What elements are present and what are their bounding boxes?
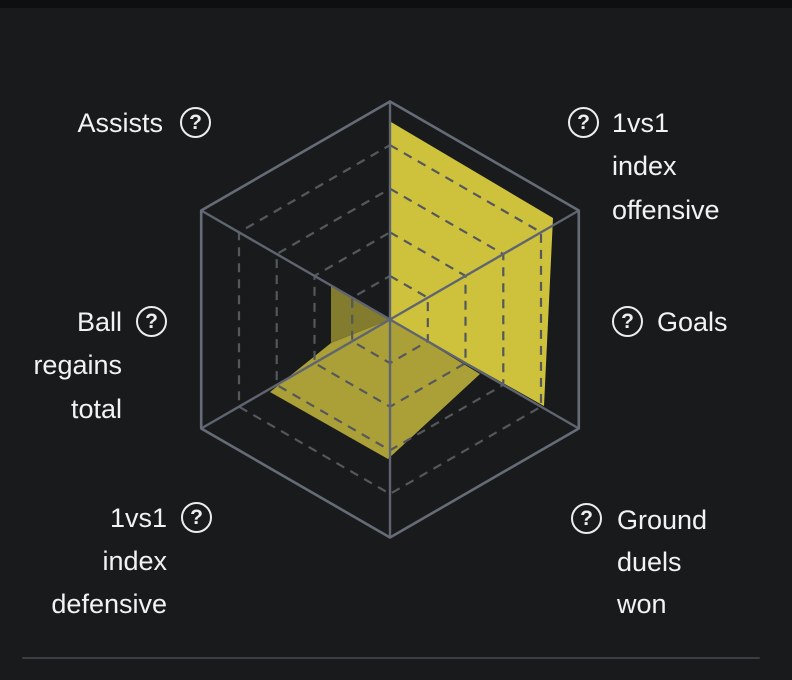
axis-label-assists: Assists bbox=[77, 108, 163, 138]
radar-spoke bbox=[389, 209, 580, 321]
axis-label-offensive-line1: 1vs1 bbox=[612, 108, 670, 138]
top-edge-band bbox=[0, 0, 792, 8]
axis-label-goals: Goals bbox=[657, 307, 728, 337]
help-icon-goals[interactable]: ? bbox=[612, 306, 643, 337]
axis-label-ball-line1: Ball bbox=[76, 307, 122, 337]
question-mark-glyph: ? bbox=[580, 507, 593, 530]
axis-label-ground-line1: Ground bbox=[617, 505, 708, 535]
radar-series-defensive-profile-upper-wedge bbox=[331, 286, 390, 343]
radar-series-defensive-profile bbox=[270, 319, 480, 459]
help-icon-assists[interactable]: ? bbox=[180, 107, 211, 138]
section-divider bbox=[22, 657, 760, 659]
axis-label-ball-line2: regains bbox=[33, 350, 122, 380]
question-mark-glyph: ? bbox=[190, 506, 203, 529]
help-icon-ball-regains[interactable]: ? bbox=[136, 306, 167, 337]
radar-spoke bbox=[200, 318, 391, 430]
axis-label-defensive-line1: 1vs1 bbox=[109, 503, 167, 533]
question-mark-glyph: ? bbox=[577, 111, 590, 134]
radar-spoke bbox=[389, 318, 580, 430]
radar-series-offensive-profile bbox=[390, 122, 553, 406]
axis-label-defensive-line2: index bbox=[102, 546, 167, 576]
question-mark-glyph: ? bbox=[189, 111, 202, 134]
question-mark-glyph: ? bbox=[145, 310, 158, 333]
axis-label-offensive-line3: offensive bbox=[612, 195, 720, 225]
axis-label-ground-line3: won bbox=[617, 589, 667, 619]
help-icon-ground-duels[interactable]: ? bbox=[571, 503, 602, 534]
help-icon-defensive[interactable]: ? bbox=[181, 502, 212, 533]
axis-label-ball-line3: total bbox=[70, 394, 122, 424]
radar-outline bbox=[199, 100, 581, 539]
help-icon-offensive[interactable]: ? bbox=[568, 107, 599, 138]
question-mark-glyph: ? bbox=[621, 310, 634, 333]
axis-label-defensive-line3: defensive bbox=[51, 589, 167, 619]
radar-spoke bbox=[200, 209, 391, 321]
axis-label-offensive-line2: index bbox=[612, 151, 677, 181]
axis-label-ground-line2: duels bbox=[617, 547, 682, 577]
